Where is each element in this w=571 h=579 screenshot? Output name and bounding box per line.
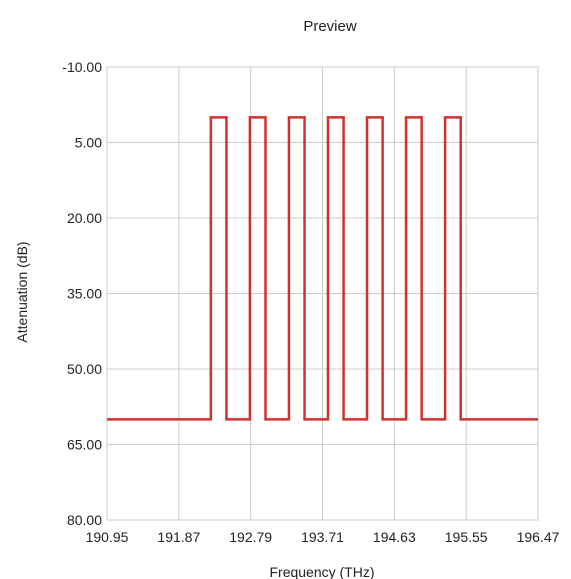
y-tick-label: -10.00 bbox=[62, 59, 102, 75]
y-tick-label: 5.00 bbox=[75, 135, 102, 151]
x-tick-label: 193.71 bbox=[301, 529, 344, 545]
y-tick-label: 35.00 bbox=[67, 286, 102, 302]
y-tick-label: 20.00 bbox=[67, 210, 102, 226]
x-tick-label: 195.55 bbox=[445, 529, 488, 545]
grid bbox=[106, 66, 539, 521]
series-line-0 bbox=[107, 116, 538, 421]
plot-frame bbox=[106, 66, 539, 521]
x-tick-label: 194.63 bbox=[373, 529, 416, 545]
series-layer bbox=[107, 116, 538, 421]
y-tick-label: 50.00 bbox=[67, 361, 102, 377]
y-axis-label: Attenuation (dB) bbox=[14, 241, 30, 342]
y-tick-label: 65.00 bbox=[67, 437, 102, 453]
chart-title: Preview bbox=[303, 18, 357, 35]
y-axis-ticks: -10.00 5.00 20.00 35.00 50.00 65.00 80.00 bbox=[62, 59, 102, 528]
x-axis-ticks: 190.95 191.87 192.79 193.71 194.63 195.55 196.… bbox=[86, 529, 560, 545]
x-tick-label: 192.79 bbox=[229, 529, 272, 545]
y-tick-label: 80.00 bbox=[67, 512, 102, 528]
x-axis-label: Frequency (THz) bbox=[269, 564, 374, 579]
x-tick-label: 191.87 bbox=[157, 529, 200, 545]
x-tick-label: 196.47 bbox=[517, 529, 560, 545]
x-tick-label: 190.95 bbox=[86, 529, 129, 545]
